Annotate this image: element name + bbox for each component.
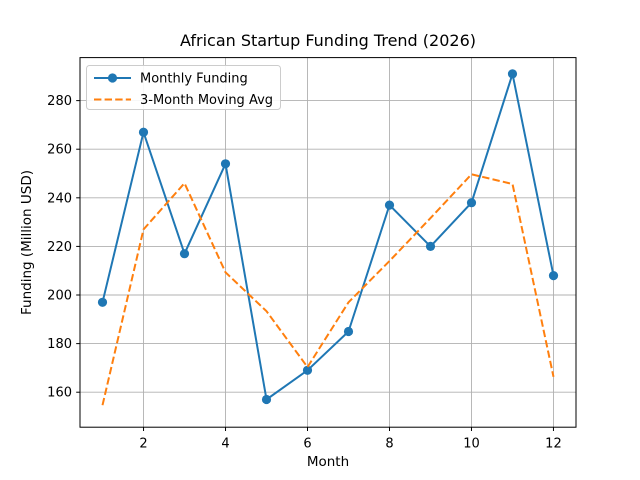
data-point-marker	[548, 271, 559, 281]
x-axis-label: Month	[307, 454, 349, 470]
y-axis-label: Funding (Million USD)	[19, 170, 35, 315]
legend-entry-monthly-funding: Monthly Funding	[94, 72, 248, 87]
x-tick-label: 2	[139, 437, 147, 452]
y-tick-label: 160	[47, 386, 72, 401]
data-point-marker	[179, 249, 190, 259]
y-tick-label: 200	[47, 289, 72, 304]
data-point-marker	[384, 200, 395, 210]
legend-label-moving-avg: 3-Month Moving Avg	[140, 93, 273, 108]
tick-label-layer: 2 4 6 8 10 12 160 180 200 220 240 260 280	[47, 94, 562, 452]
x-tick-label: 6	[303, 437, 311, 452]
legend-marker-circle	[107, 73, 118, 83]
y-tick-label: 280	[47, 94, 72, 109]
legend-entry-moving-avg: 3-Month Moving Avg	[94, 93, 273, 108]
y-tick-label: 220	[47, 240, 72, 255]
y-tick-label: 240	[47, 191, 72, 206]
data-point-marker	[261, 394, 272, 405]
x-tick-label: 12	[545, 437, 562, 452]
series-line-0	[101, 72, 555, 401]
y-tick-label: 260	[47, 143, 72, 158]
data-point-marker	[507, 69, 518, 79]
series-line-1	[101, 173, 555, 406]
axes-spines	[79, 57, 577, 428]
data-point-marker	[425, 241, 436, 251]
data-point-marker	[138, 127, 149, 137]
y-tick-label: 180	[47, 337, 72, 352]
chart-title: African Startup Funding Trend (2026)	[180, 31, 476, 50]
x-tick-label: 4	[221, 437, 229, 452]
data-point-marker	[220, 159, 231, 169]
axes-layer	[76, 57, 577, 431]
series-layer	[97, 69, 559, 406]
legend-label-monthly-funding: Monthly Funding	[140, 72, 248, 87]
x-tick-label: 8	[385, 437, 393, 452]
x-tick-label: 10	[463, 437, 480, 452]
legend-box	[86, 65, 281, 110]
grid-layer	[80, 57, 576, 428]
data-point-marker	[466, 198, 477, 208]
legend: Monthly Funding 3-Month Moving Avg	[86, 65, 281, 110]
data-point-marker	[343, 326, 354, 337]
data-point-marker	[302, 365, 313, 375]
data-point-marker	[97, 297, 108, 307]
